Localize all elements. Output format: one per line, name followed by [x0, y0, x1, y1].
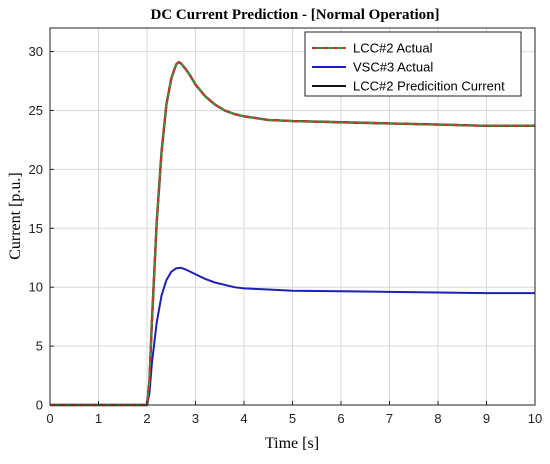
x-tick-label: 0: [46, 411, 53, 426]
series-line-vsc3-actual: [50, 266, 535, 406]
x-tick-label: 5: [289, 411, 296, 426]
tick-labels: 0 1 2 3 4 5 6 7 8 9 10 0 5 10 15 20 25 30: [29, 44, 543, 426]
x-tick-label: 6: [337, 411, 344, 426]
legend-entry-label: LCC#2 Actual: [353, 41, 433, 56]
x-tick-label: 3: [192, 411, 199, 426]
y-tick-label: 10: [29, 280, 43, 295]
x-tick-label: 1: [95, 411, 102, 426]
y-tick-label: 0: [36, 398, 43, 413]
x-axis-label: Time [s]: [265, 435, 319, 452]
x-tick-label: 10: [528, 411, 542, 426]
legend-entry-label: LCC#2 Predicition Current: [353, 79, 505, 94]
legend: LCC#2 Actual VSC#3 Actual LCC#2 Predicitio…: [304, 31, 522, 97]
y-tick-label: 5: [36, 339, 43, 354]
y-tick-label: 30: [29, 44, 43, 59]
legend-entry-label: VSC#3 Actual: [353, 60, 433, 75]
y-tick-label: 15: [29, 221, 43, 236]
y-tick-label: 20: [29, 162, 43, 177]
y-axis-label: Current [p.u.]: [7, 172, 24, 260]
y-tick-label: 25: [29, 103, 43, 118]
x-tick-label: 4: [240, 411, 247, 426]
x-tick-label: 9: [483, 411, 490, 426]
series-lines: [50, 60, 535, 407]
chart-title: DC Current Prediction - [Normal Operatio…: [151, 7, 440, 23]
x-tick-label: 8: [434, 411, 441, 426]
series-line-lcc2-actual: [50, 60, 535, 406]
x-tick-label: 2: [143, 411, 150, 426]
x-tick-label: 7: [386, 411, 393, 426]
